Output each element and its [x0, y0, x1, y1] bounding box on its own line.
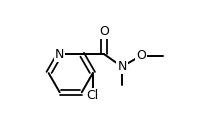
- Text: N: N: [117, 60, 127, 73]
- Text: N: N: [55, 47, 64, 61]
- Text: Cl: Cl: [87, 89, 99, 102]
- Text: O: O: [99, 25, 109, 39]
- Text: O: O: [136, 49, 146, 62]
